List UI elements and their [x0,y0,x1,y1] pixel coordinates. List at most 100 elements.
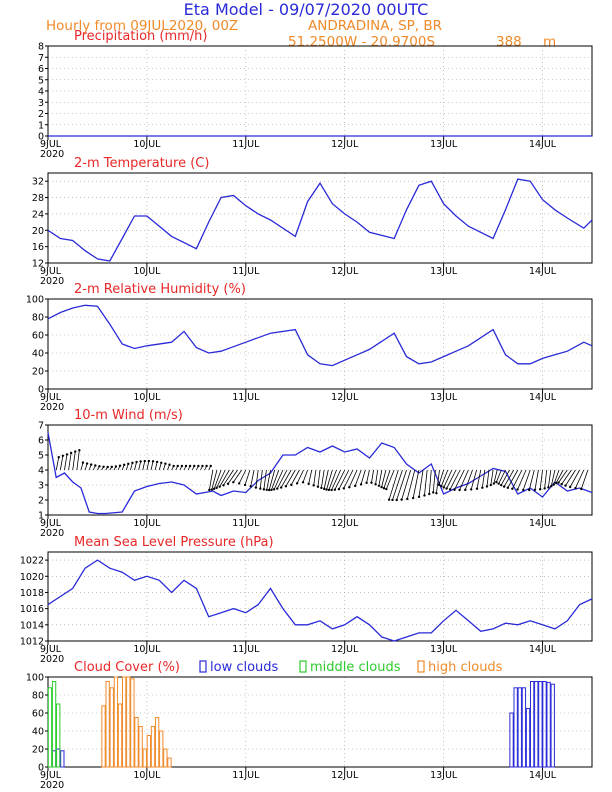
wind-arrowhead [554,481,558,485]
cloud-cover-xtick-label: 10JUL [133,770,161,781]
wind-arrowhead [290,483,293,487]
wind-arrowhead [489,483,492,487]
wind-arrowhead [348,486,351,489]
wind-arrow [486,469,490,487]
wind-arrow [500,469,510,486]
wind-xtick-start: 9JUL [40,518,62,529]
wind-arrowhead [205,464,208,468]
wind-arrowhead [533,488,537,491]
wind-arrowhead [295,482,299,485]
wind-arrowhead [259,487,262,490]
wind-arrowhead [400,498,403,501]
wind-arrow [490,469,494,486]
wind-arrow [498,469,506,484]
wind-arrow [250,469,255,487]
bar-low-clouds [546,681,551,768]
wind-arrowhead [440,484,443,488]
temperature-ytick-label: 28 [32,193,44,204]
wind-arrowhead [267,488,271,492]
wind-arrowhead [212,487,216,491]
wind-arrowhead [197,464,200,468]
precipitation-xtick-year: 2020 [40,149,64,160]
chart-subtitle: Hourly from 09JUL2020, 00Z [46,18,238,34]
wind-arrowhead [218,485,221,488]
wind-xtick-label: 12JUL [331,518,359,529]
wind-arrowhead [301,481,305,484]
wind-arrowhead [574,486,577,490]
bar-high-clouds [154,717,160,768]
humidity-ytick-label: 100 [26,295,44,306]
wind-arrow [55,457,60,471]
wind-arrowhead [81,461,85,464]
wind-arrowhead [143,459,146,463]
legend-label-middle-clouds: middle clouds [310,660,401,675]
wind-arrow [435,469,440,494]
bar-high-clouds [159,730,164,768]
bar-low-clouds [509,712,514,768]
wind-arrow [396,469,407,501]
wind-arrowhead [497,482,500,485]
wind-arrow [308,469,313,484]
wind-arrow [211,469,218,490]
wind-arrow [555,469,564,484]
temperature-title: 2-m Temperature (C) [74,156,209,171]
wind-arrowhead [448,488,452,491]
wind-arrow [470,469,477,490]
wind-arrowhead [492,482,496,485]
wind-arrow [539,469,543,490]
legend-swatch-middle-clouds [299,660,307,673]
wind-arrowhead [353,484,357,488]
legend-label-low-clouds: low clouds [210,660,279,675]
wind-arrow [580,469,589,490]
pressure-ytick-label: 1018 [20,588,44,599]
wind-arrowhead [210,488,214,491]
wind-arrow [285,469,296,487]
wind-arrowhead [188,464,192,468]
wind-arrowhead [222,484,225,487]
wind-arrow [507,469,519,488]
wind-arrow [565,469,576,486]
wind-arrow [392,469,403,501]
wind-arrowhead [208,488,211,492]
wind-arrowhead [365,481,368,485]
cloud-cover-xtick-label: 13JUL [430,770,458,781]
bar-high-clouds [134,717,139,768]
wind-arrow [371,469,374,483]
wind-arrow [271,469,280,490]
precipitation-ytick-label: 1 [38,120,44,131]
temperature-xtick-label: 12JUL [331,266,359,277]
wind-arrowhead [547,486,550,489]
wind-arrow [259,469,263,489]
wind-arrowhead [78,449,81,452]
bar-middle-clouds [56,703,61,768]
wind-arrowhead [122,463,126,467]
wind-arrow [406,469,416,500]
wind-arrowhead [265,488,268,492]
wind-arrowhead [445,487,448,490]
legend-label-high-clouds: high clouds [428,660,503,675]
pressure-xtick-label: 12JUL [331,644,359,655]
wind-arrowhead [327,488,331,492]
temperature-xtick-year: 2020 [40,276,64,287]
bar-high-clouds [130,678,135,768]
wind-arrow [146,460,150,471]
wind-arrowhead [550,484,553,488]
wind-arrowhead [243,483,247,487]
wind-arrow [72,451,76,471]
bar-low-clouds [525,708,531,768]
wind-arrowhead [475,487,479,490]
wind-arrowhead [147,459,151,463]
wind-arrow [547,469,552,488]
bar-low-clouds [513,687,518,768]
wind-arrowhead [57,456,60,459]
wind-ytick-label: 6 [38,436,44,447]
wind-arrowhead [155,460,159,464]
wind-arrow [534,469,539,490]
bar-low-clouds [529,681,535,768]
wind-arrow [528,469,535,491]
wind-arrow [511,469,523,489]
wind-arrow [268,469,276,491]
temperature-xtick-label: 11JUL [232,266,260,277]
wind-arrowhead [160,461,163,464]
